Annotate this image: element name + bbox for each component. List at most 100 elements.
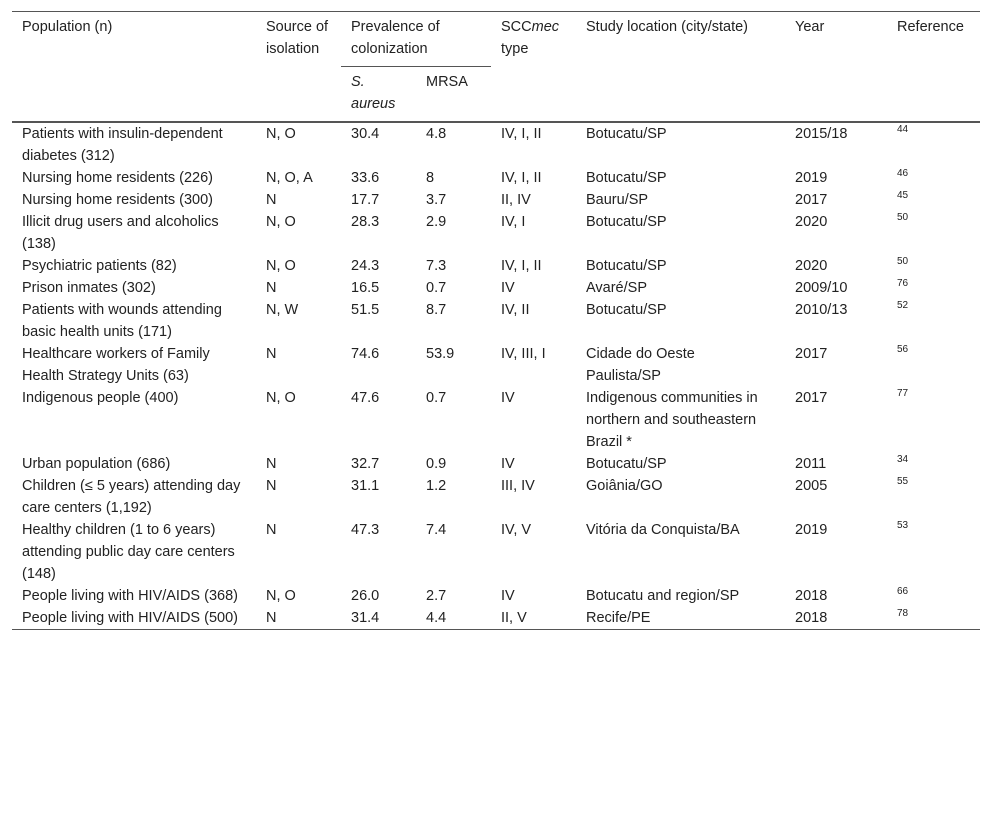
table-cell: Healthy children (1 to 6 years) attendin… — [22, 522, 235, 582]
table-cell: 32.7 — [351, 456, 380, 472]
table-cell: Botucatu/SP — [586, 126, 667, 142]
table-cell: Nursing home residents (300) — [22, 192, 214, 208]
reference: 53 — [897, 520, 909, 531]
table-cell: N, O — [266, 214, 296, 230]
table-cell: 24.3 — [351, 258, 380, 274]
table-cell: 30.4 — [351, 126, 380, 142]
table-cell: N — [266, 192, 277, 208]
reference: 52 — [897, 300, 909, 311]
table-cell: Patients with insulin-dependent diabetes… — [22, 126, 223, 164]
table-cell: IV — [501, 588, 515, 604]
header-text: mec — [531, 19, 560, 35]
header-cell: Source of isolation — [266, 19, 329, 57]
table-cell: 0.9 — [426, 456, 447, 472]
header-cell: Population (n) — [22, 19, 113, 35]
table-row: Nursing home residents (226) N, O, A 33.6 8… — [12, 167, 980, 189]
table-cell: 4.8 — [426, 126, 447, 142]
table-cell: N, W — [266, 302, 299, 318]
table-row: Children (≤ 5 years) attending day care … — [12, 475, 980, 519]
table-cell: III, IV — [501, 478, 535, 494]
reference: 56 — [897, 344, 909, 355]
reference: 76 — [897, 278, 909, 289]
table-cell: 4.4 — [426, 610, 447, 626]
table-cell: 0.7 — [426, 390, 447, 406]
table-cell: IV, I, II — [501, 258, 542, 274]
table-cell: IV — [501, 280, 515, 296]
reference: 45 — [897, 190, 909, 201]
table-cell: Indigenous communities in northern and s… — [586, 390, 758, 450]
reference: 50 — [897, 212, 909, 223]
table-row: Healthcare workers of Family Health Stra… — [12, 343, 980, 387]
reference-cell: 53 — [887, 519, 980, 585]
table-cell: 2019 — [795, 170, 828, 186]
table-cell: N, O — [266, 126, 296, 142]
table-cell: 0.7 — [426, 280, 447, 296]
table-row: Patients with insulin-dependent diabetes… — [12, 122, 980, 167]
table-cell: N, O — [266, 258, 296, 274]
header-cell: Prevalence of colonization — [341, 11, 491, 67]
table-cell: 2019 — [795, 522, 828, 538]
table-cell: 2.9 — [426, 214, 447, 230]
reference-cell: 76 — [887, 277, 980, 299]
reference-cell: 52 — [887, 299, 980, 343]
table-cell: N, O, A — [266, 170, 313, 186]
table-cell: Botucatu/SP — [586, 170, 667, 186]
table-cell: 2020 — [795, 258, 828, 274]
header-cell: S. aureus — [341, 66, 416, 122]
table-cell: Botucatu/SP — [586, 258, 667, 274]
table-cell: IV — [501, 456, 515, 472]
table-cell: 3.7 — [426, 192, 447, 208]
reference-cell: 66 — [887, 585, 980, 607]
table-row: Nursing home residents (300) N 17.7 3.7 II, … — [12, 189, 980, 211]
table-row: Patients with wounds attending basic hea… — [12, 299, 980, 343]
table-cell: N — [266, 610, 277, 626]
table-cell: Bauru/SP — [586, 192, 649, 208]
reference-cell: 77 — [887, 387, 980, 453]
reference-cell: 56 — [887, 343, 980, 387]
table-row: Illicit drug users and alcoholics (138) N… — [12, 211, 980, 255]
reference-cell: 50 — [887, 255, 980, 277]
table-cell: 1.2 — [426, 478, 447, 494]
table-cell: II, IV — [501, 192, 531, 208]
table-cell: Avaré/SP — [586, 280, 647, 296]
table-cell: 31.1 — [351, 478, 380, 494]
table-cell: 8 — [426, 170, 435, 186]
reference: 46 — [897, 168, 909, 179]
table-row: People living with HIV/AIDS (500) N 31.4 4.… — [12, 607, 980, 630]
header-text: SCC — [501, 19, 532, 35]
table-cell: Urban population (686) — [22, 456, 171, 472]
table-cell: N, O — [266, 588, 296, 604]
table-cell: Illicit drug users and alcoholics (138) — [22, 214, 219, 252]
table-cell: 2009/10 — [795, 280, 848, 296]
table-cell: Botucatu/SP — [586, 302, 667, 318]
reference: 77 — [897, 388, 909, 399]
table-row: Healthy children (1 to 6 years) attendin… — [12, 519, 980, 585]
table-row: Urban population (686) N 32.7 0.9 IV Botucatu… — [12, 453, 980, 475]
table-cell: 2017 — [795, 390, 828, 406]
reference-cell: 34 — [887, 453, 980, 475]
table-cell: N — [266, 522, 277, 538]
table-cell: N, O — [266, 390, 296, 406]
header-cell: MRSA — [416, 66, 491, 122]
table-cell: 8.7 — [426, 302, 447, 318]
table-cell: N — [266, 280, 277, 296]
header-text: S. aureus — [351, 74, 396, 112]
table-cell: Nursing home residents (226) — [22, 170, 214, 186]
table-cell: 2015/18 — [795, 126, 848, 142]
reference-cell: 44 — [887, 122, 980, 167]
table-cell: 2018 — [795, 588, 828, 604]
table-cell: 2020 — [795, 214, 828, 230]
reference: 34 — [897, 454, 909, 465]
table-cell: 2018 — [795, 610, 828, 626]
table-cell: Recife/PE — [586, 610, 651, 626]
table-cell: N — [266, 346, 277, 362]
table-cell: IV, I, II — [501, 170, 542, 186]
table-cell: Indigenous people (400) — [22, 390, 179, 406]
table-cell: Patients with wounds attending basic hea… — [22, 302, 222, 340]
table-cell: 47.3 — [351, 522, 380, 538]
table-cell: N — [266, 456, 277, 472]
table-cell: 2.7 — [426, 588, 447, 604]
header-cell: Study location (city/state) — [586, 19, 748, 35]
table-cell: Prison inmates (302) — [22, 280, 156, 296]
